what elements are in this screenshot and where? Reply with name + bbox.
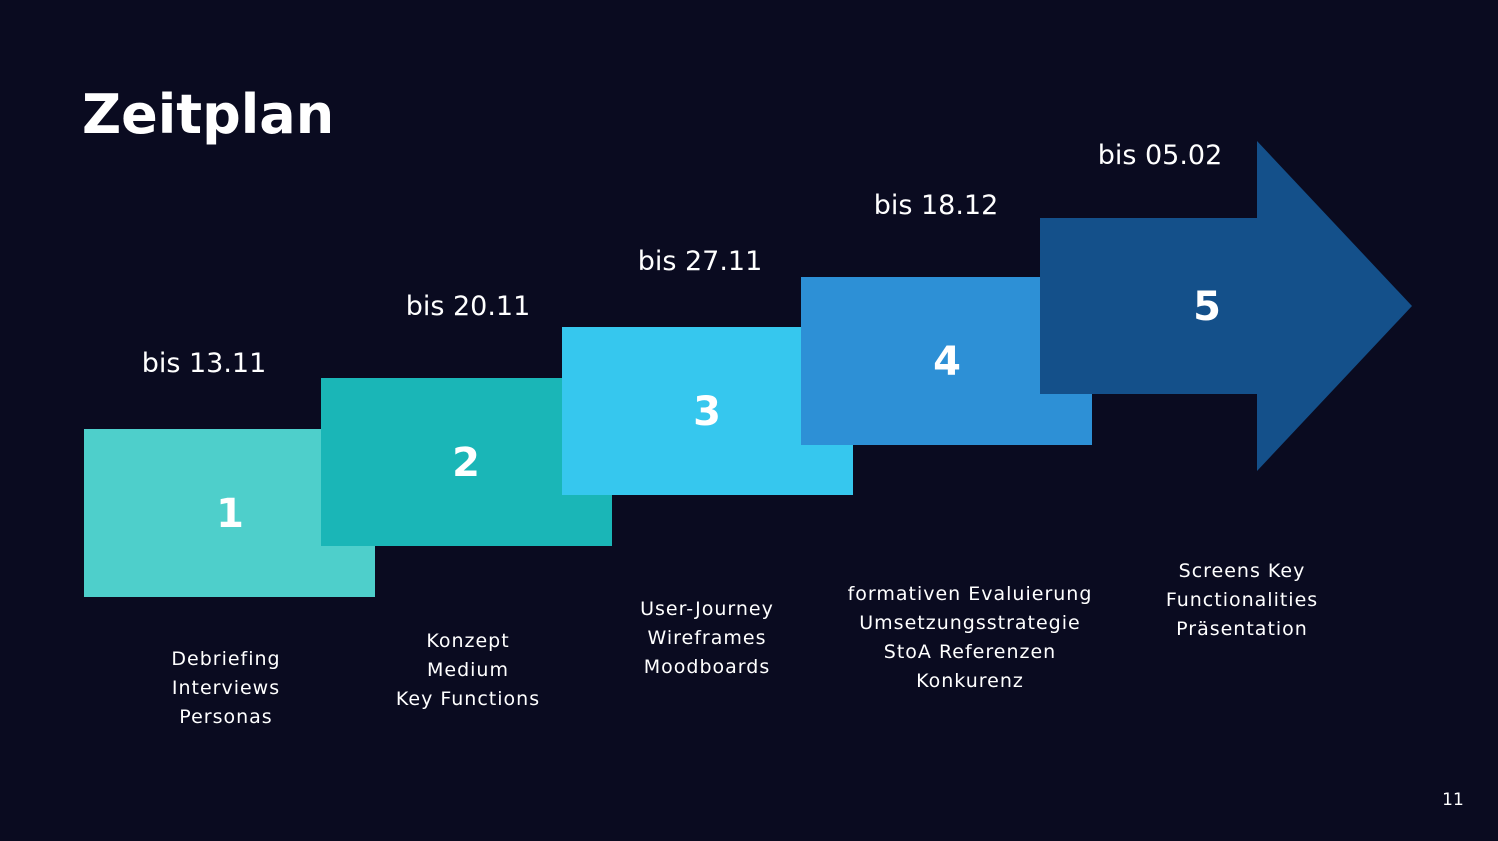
step-date: bis 13.11 [142,348,267,379]
step-description: Moodboards [644,656,770,678]
step-description: formativen Evaluierung [848,583,1093,605]
step-description: Key Functions [396,688,540,710]
step-date: bis 27.11 [638,246,763,277]
step-description: Screens Key [1179,560,1306,582]
step-description: Interviews [172,677,280,699]
shapes [84,141,1412,597]
step-description: Präsentation [1176,618,1308,640]
step-number: 4 [933,339,961,385]
step-number: 1 [216,491,244,537]
step-description: Umsetzungsstrategie [859,612,1080,634]
step-description: StoA Referenzen [884,641,1056,663]
step-description: Personas [179,706,272,728]
step-description: Konzept [426,630,509,652]
step-number: 5 [1193,284,1221,330]
step-description: User-Journey [640,598,774,620]
step-description: Debriefing [171,648,280,670]
step-date: bis 18.12 [874,190,999,221]
title: Zeitplan [82,83,334,146]
step-date: bis 05.02 [1098,140,1223,171]
step-date: bis 20.11 [406,291,531,322]
step-number: 3 [693,389,721,435]
step-description: Functionalities [1166,589,1318,611]
page-number: 11 [1442,790,1464,810]
step-description: Medium [427,659,509,681]
step-description: Konkurenz [916,670,1024,692]
step-number: 2 [452,440,480,486]
step-description: Wireframes [648,627,767,649]
